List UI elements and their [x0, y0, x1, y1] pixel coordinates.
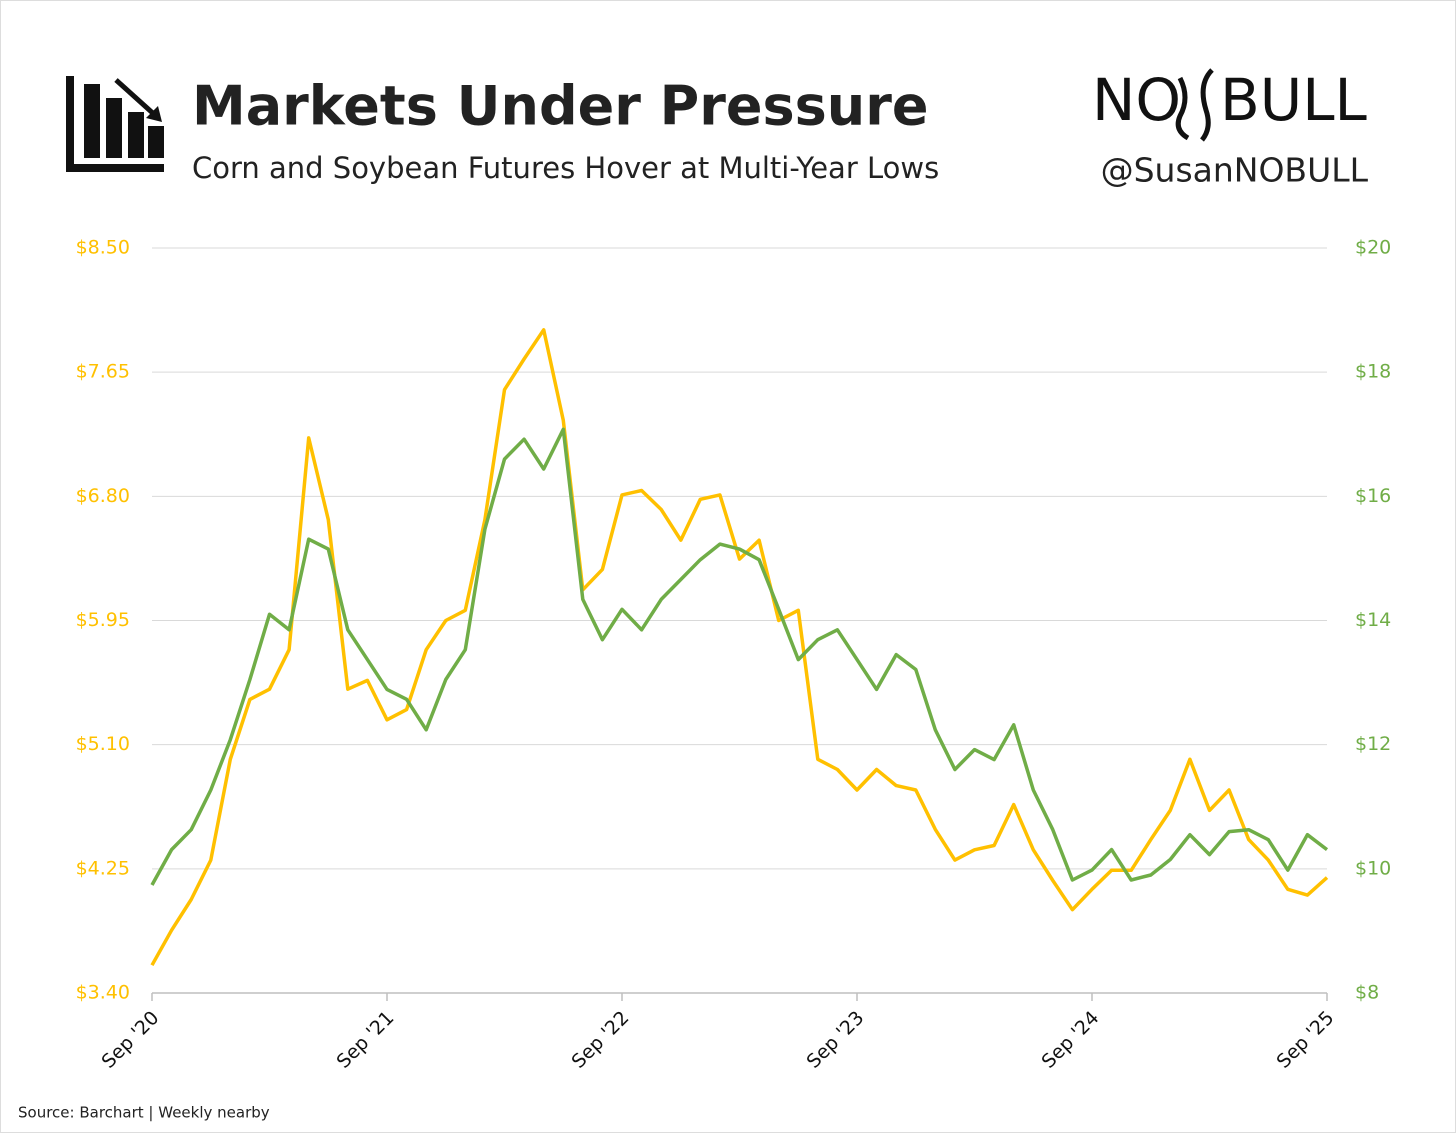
source-note: Source: Barchart | Weekly nearby: [18, 1104, 270, 1122]
brand-horns: [1175, 68, 1214, 142]
series-line: [150, 328, 1329, 967]
y-tick-label: $5.95: [76, 609, 130, 631]
chart-subtitle: Corn and Soybean Futures Hover at Multi-…: [192, 151, 939, 185]
chart-title: Markets Under Pressure: [192, 75, 928, 138]
y2-tick-label: $12: [1355, 733, 1391, 755]
y2-tick-label: $18: [1355, 361, 1391, 383]
chart-icon: [66, 76, 164, 172]
brand-right: BULL: [1220, 66, 1367, 134]
y2-tick-label: $8: [1355, 982, 1379, 1004]
series-line: [150, 427, 1329, 886]
y-tick-label: $6.80: [76, 485, 130, 507]
y-tick-label: $3.40: [76, 982, 130, 1004]
y2-tick-label: $16: [1355, 485, 1391, 507]
brand-handle: @SusanNOBULL: [1101, 151, 1369, 190]
y-tick-label: $8.50: [76, 237, 130, 259]
brand-left: NO: [1092, 66, 1181, 134]
y-tick-label: $4.25: [76, 857, 130, 879]
y2-tick-label: $10: [1355, 857, 1391, 879]
y-tick-label: $7.65: [76, 361, 130, 383]
y2-tick-label: $20: [1355, 237, 1391, 259]
y2-tick-label: $14: [1355, 609, 1391, 631]
y-tick-label: $5.10: [76, 733, 130, 755]
